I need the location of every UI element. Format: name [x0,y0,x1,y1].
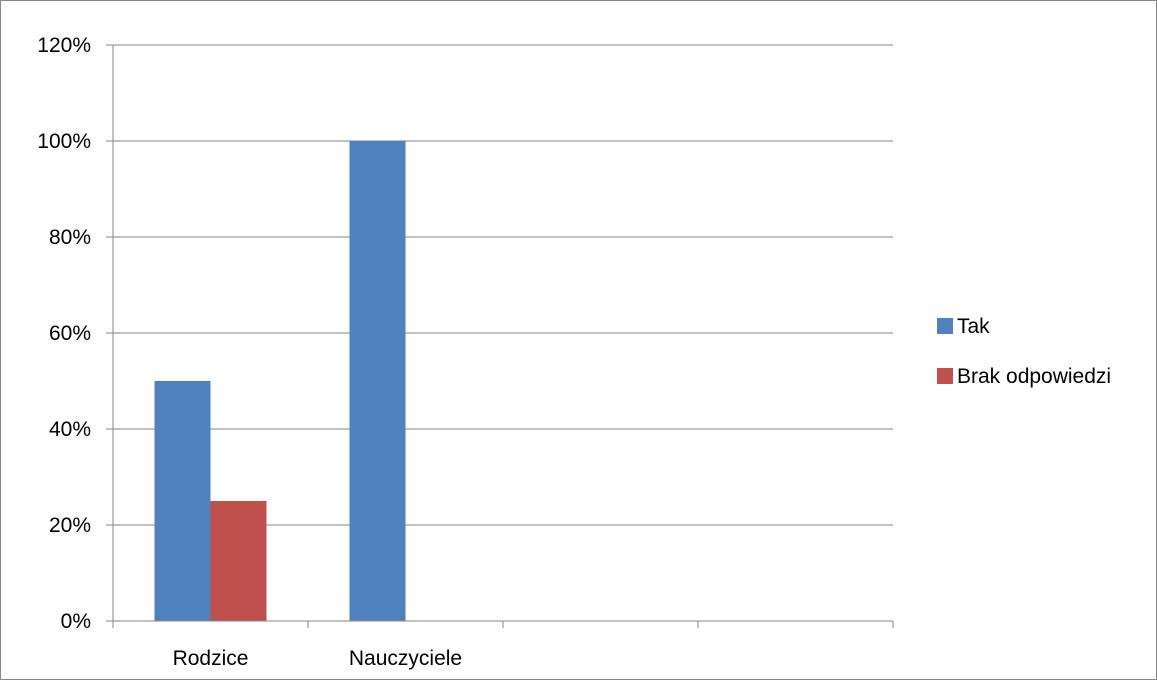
legend-swatch [937,318,953,334]
x-category-label: Rodzice [173,647,249,670]
legend-label: Tak [957,315,990,338]
y-tick-label: 120% [37,34,91,57]
y-tick-label: 0% [61,610,91,633]
legend-label: Brak odpowiedzi [957,365,1111,388]
x-category-labels: Rodzice Nauczyciele [173,647,463,670]
y-tick-label: 60% [49,322,91,345]
y-tick-label: 20% [49,514,91,537]
x-category-label: Nauczyciele [349,647,462,670]
gridlines [113,44,893,526]
y-tick-label: 40% [49,418,91,441]
legend: Tak Brak odpowiedzi [937,315,1111,388]
bar-tak [154,381,211,621]
legend-swatch [937,368,953,384]
y-tick-label: 100% [37,130,91,153]
y-tick-label: 80% [49,226,91,249]
y-tick-labels: 0% 20% 40% 60% 80% 100% 120% [37,34,91,633]
bars [154,141,406,621]
axes [106,44,894,628]
bar-tak [349,141,406,621]
bar-brak-odpowiedzi [210,501,267,621]
